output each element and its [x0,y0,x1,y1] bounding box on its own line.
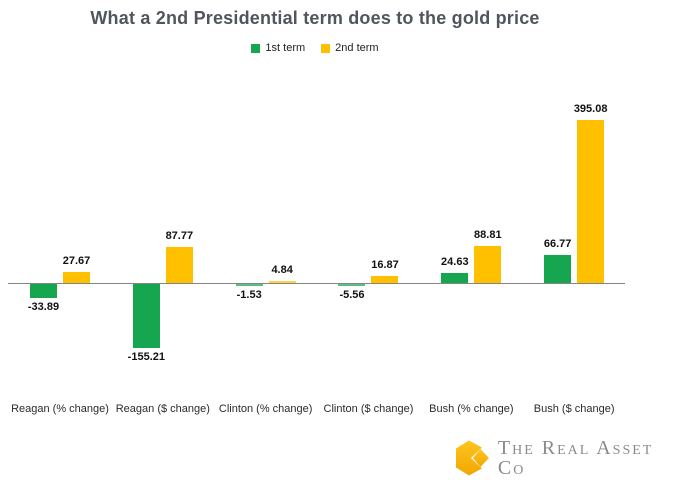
bar-series1-cat6 [544,255,572,283]
bar-series2-cat4 [371,276,399,283]
value-label-series1-cat4: -5.56 [339,289,365,302]
value-label-series2-cat4: 16.87 [371,259,399,272]
category-label-4: Clinton ($ change) [323,403,414,415]
legend-label-1st-term: 1st term [265,42,306,54]
legend-swatch-1st-term [251,43,261,53]
x-axis-line [8,283,625,284]
value-label-series2-cat6: 395.08 [573,103,608,116]
brand-name: The Real Asset Co [497,437,654,479]
bar-series2-cat2 [165,246,193,283]
chart-title: What a 2nd Presidential term does to the… [90,8,540,28]
value-label-series2-cat2: 87.77 [165,229,194,242]
value-label-series2-cat1: 27.67 [62,254,91,267]
bar-series1-cat3 [235,284,263,286]
legend-label-2nd-term: 2nd term [335,42,379,54]
bar-series1-cat1 [30,284,57,298]
legend: 1st term 2nd term [0,42,630,54]
category-label-1: Reagan (% change) [11,403,109,415]
bar-series1-cat5 [441,272,469,283]
category-label-2: Reagan ($ change) [115,403,210,415]
brand-logo: The Real Asset Co [455,438,682,478]
legend-swatch-2nd-term [321,43,331,53]
bar-series2-cat3 [268,281,296,283]
bar-series1-cat4 [338,284,366,287]
value-label-series2-cat3: 4.84 [271,264,293,276]
category-label-6: Bush ($ change) [533,403,615,415]
value-label-series1-cat6: 66.77 [543,238,572,251]
bar-series1-cat2 [132,284,160,348]
legend-item-1st-term: 1st term [251,42,305,54]
category-label-5: Bush (% change) [429,403,514,415]
value-label-series2-cat5: 88.81 [474,229,502,242]
value-label-series1-cat2: -155.21 [127,350,165,363]
bar-series2-cat6 [577,120,605,283]
category-label-3: Clinton (% change) [218,403,313,415]
value-label-series1-cat3: -1.53 [236,288,262,301]
value-label-series1-cat1: -33.89 [27,300,60,313]
value-label-series1-cat5: 24.63 [441,255,469,268]
bar-series2-cat1 [63,271,90,283]
legend-item-2nd-term: 2nd term [321,42,379,54]
gold-cube-icon [455,440,489,476]
bar-series2-cat5 [474,246,502,283]
